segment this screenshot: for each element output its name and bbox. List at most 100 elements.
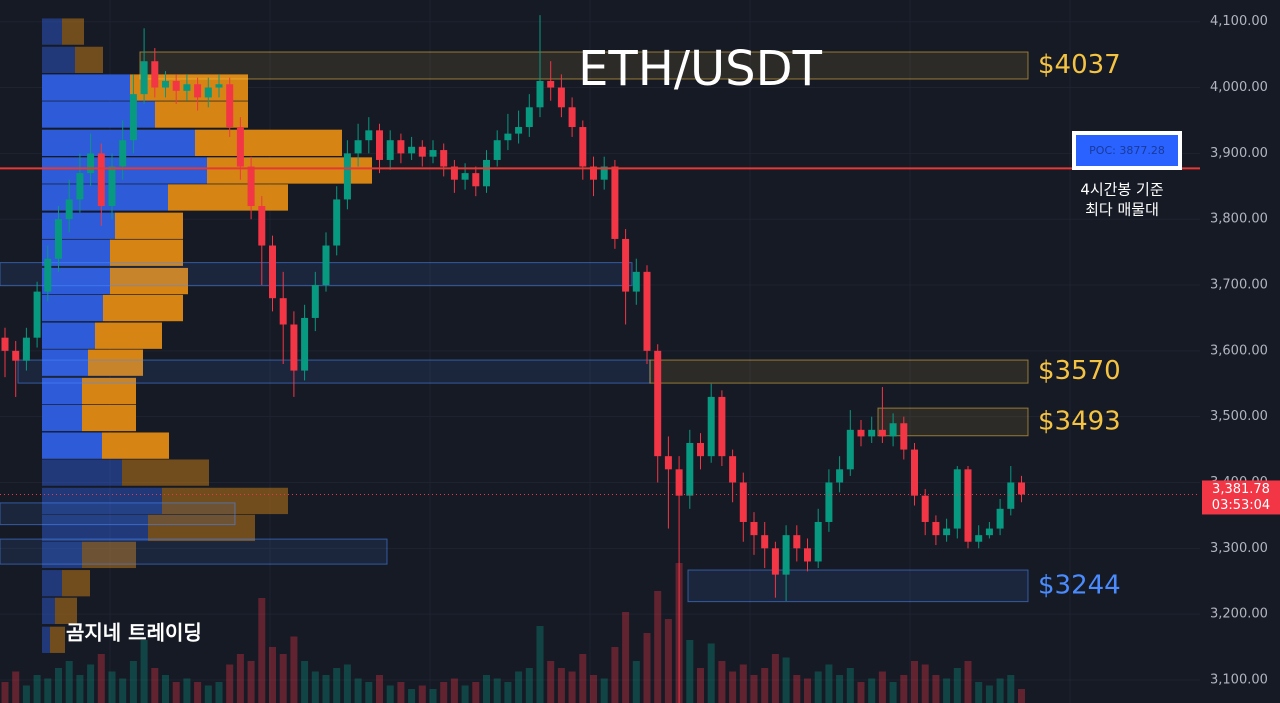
candle-body bbox=[889, 423, 897, 437]
volume-bar bbox=[953, 668, 961, 703]
candle-body bbox=[354, 140, 362, 154]
candle-body bbox=[622, 238, 630, 292]
candle-body bbox=[129, 94, 137, 141]
profile-buy-bar bbox=[42, 267, 110, 295]
candle-body bbox=[172, 80, 180, 91]
volume-bar bbox=[12, 671, 20, 703]
profile-sell-bar bbox=[62, 18, 84, 45]
candle-body bbox=[515, 127, 523, 134]
volume-bar bbox=[172, 682, 180, 703]
volume-bar bbox=[846, 668, 854, 703]
candle-body bbox=[718, 396, 726, 457]
profile-sell-bar bbox=[122, 459, 209, 486]
candle-body bbox=[707, 396, 715, 457]
candle-body bbox=[900, 423, 908, 450]
volume-bar bbox=[204, 685, 212, 703]
candle-body bbox=[33, 291, 41, 338]
profile-buy-bar bbox=[42, 626, 50, 653]
volume-bar bbox=[771, 654, 779, 703]
profile-buy-bar bbox=[42, 487, 162, 515]
candle-body bbox=[461, 173, 469, 180]
profile-sell-bar bbox=[102, 432, 169, 459]
volume-bar bbox=[1, 682, 9, 703]
profile-buy-bar bbox=[42, 294, 103, 322]
candle-body bbox=[279, 298, 287, 325]
volume-bar bbox=[76, 675, 84, 703]
candle-body bbox=[921, 495, 929, 522]
profile-sell-bar bbox=[168, 184, 288, 211]
candle-body bbox=[825, 482, 833, 522]
volume-bar bbox=[889, 682, 897, 703]
profile-buy-bar bbox=[42, 212, 115, 239]
volume-bar bbox=[1018, 689, 1025, 703]
volume-bar bbox=[236, 654, 244, 703]
volume-bar bbox=[718, 661, 726, 703]
candle-body bbox=[996, 508, 1004, 529]
volume-bar bbox=[33, 675, 41, 703]
candle-body bbox=[65, 199, 73, 220]
zone bbox=[0, 538, 388, 565]
zone bbox=[139, 51, 1029, 80]
candle-body bbox=[579, 127, 587, 167]
candle-body bbox=[311, 285, 319, 318]
volume-bar bbox=[87, 664, 95, 703]
volume-bar bbox=[836, 675, 844, 703]
profile-buy-bar bbox=[42, 322, 95, 349]
profile-sell-bar bbox=[82, 404, 136, 432]
candle-body bbox=[12, 350, 20, 361]
candle-body bbox=[750, 521, 758, 536]
volume-bar bbox=[868, 678, 876, 703]
profile-buy-bar bbox=[42, 129, 195, 156]
volume-bar bbox=[515, 671, 523, 703]
candle-body bbox=[376, 130, 383, 160]
volume-bar bbox=[590, 675, 597, 703]
volume-bar bbox=[65, 661, 73, 703]
candle-body bbox=[675, 469, 683, 496]
volume-bar bbox=[557, 668, 565, 703]
last-price-box bbox=[1202, 480, 1280, 515]
candle-body bbox=[771, 548, 779, 575]
poc-note: 4시간봉 기준 bbox=[1080, 181, 1164, 199]
y-tick-label: 3,900.00 bbox=[1210, 146, 1268, 161]
profile-buy-bar bbox=[42, 18, 62, 45]
volume-bar bbox=[461, 685, 469, 703]
candle-body bbox=[857, 429, 865, 437]
profile-sell-bar bbox=[50, 626, 65, 653]
candle-body bbox=[1, 337, 9, 351]
profile-buy-bar bbox=[42, 404, 82, 432]
candle-body bbox=[782, 535, 790, 575]
candle-body bbox=[611, 166, 619, 239]
candle-body bbox=[1018, 482, 1025, 495]
volume-bar bbox=[878, 671, 886, 703]
candle-body bbox=[215, 84, 223, 88]
profile-buy-bar bbox=[42, 101, 155, 128]
candle-body bbox=[418, 146, 426, 157]
candle-body bbox=[290, 324, 298, 371]
volume-bar bbox=[279, 654, 287, 703]
poc-note: 최다 매물대 bbox=[1085, 201, 1159, 219]
profile-sell-bar bbox=[95, 322, 162, 349]
volume-bar bbox=[632, 661, 640, 703]
chart-title: ETH/USDT bbox=[578, 41, 822, 97]
zone-label: $3570 bbox=[1038, 356, 1121, 386]
candle-body bbox=[236, 127, 244, 167]
volume-bar bbox=[985, 685, 993, 703]
candle-body bbox=[1007, 482, 1015, 509]
volume-bar bbox=[483, 675, 490, 703]
candle-body bbox=[258, 206, 266, 246]
candle-body bbox=[493, 140, 501, 160]
zone bbox=[687, 569, 1029, 603]
y-tick-label: 3,800.00 bbox=[1210, 212, 1268, 227]
volume-bar bbox=[418, 685, 426, 703]
volume-bar bbox=[825, 664, 833, 703]
volume-bar bbox=[408, 689, 416, 703]
profile-sell-bar bbox=[103, 294, 183, 322]
y-tick-label: 3,500.00 bbox=[1210, 409, 1268, 424]
candle-body bbox=[365, 130, 373, 141]
volume-bar bbox=[707, 643, 715, 703]
volume-bar bbox=[376, 675, 383, 703]
volume-bar bbox=[22, 685, 30, 703]
volume-bar bbox=[996, 678, 1004, 703]
volume-bar bbox=[269, 647, 276, 703]
volume-bar bbox=[151, 668, 159, 703]
